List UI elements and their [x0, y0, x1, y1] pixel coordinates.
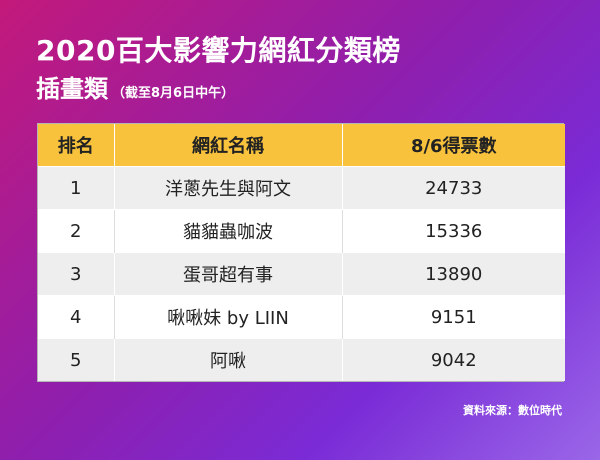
rank-cell: 3: [38, 252, 115, 296]
table-row: 4 啾啾妹 by LIIN 9151: [38, 295, 565, 339]
table-header: 排名 網紅名稱 8/6得票數: [38, 124, 565, 167]
votes-cell: 24733: [342, 166, 565, 210]
page-title: 2020百大影響力網紅分類榜: [36, 34, 401, 67]
name-cell: 蛋哥超有事: [114, 252, 343, 296]
rank-cell: 5: [38, 338, 115, 381]
header-votes: 8/6得票數: [342, 124, 565, 167]
header-name: 網紅名稱: [114, 124, 343, 167]
rank-cell: 4: [38, 295, 115, 339]
name-cell: 阿啾: [114, 338, 343, 381]
votes-cell: 9151: [342, 295, 565, 339]
table-row: 5 阿啾 9042: [38, 338, 565, 381]
name-cell: 洋蔥先生與阿文: [114, 166, 343, 210]
name-cell: 啾啾妹 by LIIN: [114, 295, 343, 339]
name-cell: 貓貓蟲咖波: [114, 209, 343, 253]
rank-cell: 1: [38, 166, 115, 210]
header-rank: 排名: [38, 124, 115, 167]
header-row: 排名 網紅名稱 8/6得票數: [38, 124, 565, 167]
subtitle: 插畫類 （截至8月6日中午）: [36, 74, 234, 109]
ranking-table: 排名 網紅名稱 8/6得票數 1 洋蔥先生與阿文 24733 2 貓貓蟲咖波 1…: [38, 124, 565, 381]
rank-cell: 2: [38, 209, 115, 253]
ranking-table-wrapper: 排名 網紅名稱 8/6得票數 1 洋蔥先生與阿文 24733 2 貓貓蟲咖波 1…: [37, 123, 565, 382]
table-row: 3 蛋哥超有事 13890: [38, 252, 565, 296]
votes-cell: 15336: [342, 209, 565, 253]
table-row: 1 洋蔥先生與阿文 24733: [38, 166, 565, 210]
date-note: （截至8月6日中午）: [112, 86, 235, 101]
source-note: 資料來源：數位時代: [463, 404, 562, 417]
category-label: 插畫類: [36, 75, 108, 103]
table-body: 1 洋蔥先生與阿文 24733 2 貓貓蟲咖波 15336 3 蛋哥超有事 13…: [38, 166, 565, 381]
votes-cell: 9042: [342, 338, 565, 381]
votes-cell: 13890: [342, 252, 565, 296]
table-row: 2 貓貓蟲咖波 15336: [38, 209, 565, 253]
